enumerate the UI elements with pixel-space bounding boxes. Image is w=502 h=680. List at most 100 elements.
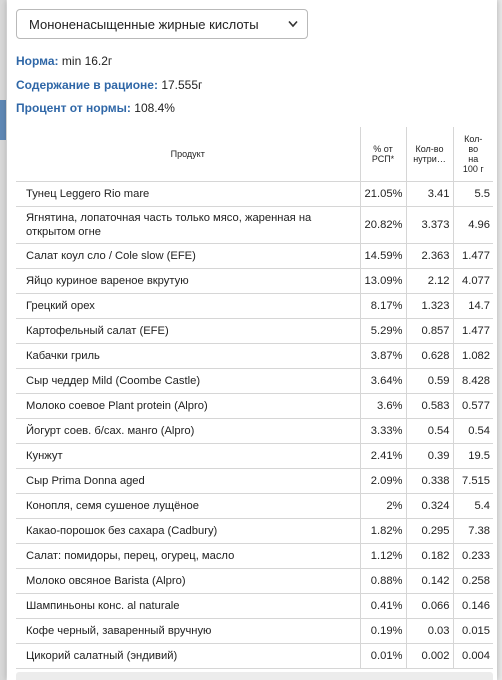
header-pct-line: РСП* (371, 154, 395, 164)
header-product[interactable]: Продукт (16, 127, 360, 182)
percent-line: Процент от нормы: 108.4% (16, 101, 175, 115)
percent-label: Процент от нормы: (16, 101, 131, 115)
cell-product: Конопля, семя сушеное лущёное (16, 493, 360, 519)
cell-product: Ягнятина, лопаточная часть только мясо, … (16, 206, 360, 244)
cell-pct: 1.12% (359, 543, 406, 569)
cell-pct: 3.87% (359, 343, 406, 369)
cell-qty: 2.363 (405, 243, 453, 269)
header-pct-line: % от (373, 144, 393, 154)
cell-qty100: 1.477 (452, 243, 493, 269)
cell-pct: 0.41% (359, 593, 406, 619)
norm-label: Норма: (16, 54, 59, 68)
table-header-row: Продукт % от РСП* Кол-во нутри… Кол- во … (16, 127, 493, 182)
cell-qty100: 8.428 (452, 368, 493, 394)
header-qty100-line: на (468, 154, 479, 164)
cell-pct: 5.29% (359, 318, 406, 344)
table-row: Салат коул сло / Cole slow (EFE) 14.59% 2.… (16, 243, 493, 269)
cell-pct: 20.82% (359, 206, 406, 244)
cell-qty: 0.628 (405, 343, 453, 369)
cell-qty: 0.59 (405, 368, 453, 394)
cell-product: Сыр Prima Donna aged (16, 468, 360, 494)
cell-qty100: 0.146 (452, 593, 493, 619)
background-strip (0, 0, 6, 680)
content-label: Содержание в рационе: (16, 78, 158, 92)
cell-qty100: 4.077 (452, 268, 493, 294)
table-row: Молоко соевое Plant protein (Alpro) 3.6% 0… (16, 393, 493, 419)
header-qty100-line: Кол- (464, 134, 483, 144)
cell-product: Молоко соевое Plant protein (Alpro) (16, 393, 360, 419)
header-qty100[interactable]: Кол- во на 100 г (452, 127, 493, 182)
table-row: Кунжут 2.41% 0.39 19.5 (16, 443, 493, 469)
cell-qty: 0.142 (405, 568, 453, 594)
cell-pct: 2.09% (359, 468, 406, 494)
bottom-panel-edge (16, 672, 493, 680)
cell-qty: 0.03 (405, 618, 453, 644)
cell-qty100: 7.38 (452, 518, 493, 544)
cell-qty: 0.324 (405, 493, 453, 519)
table-row: Сыр чеддер Mild (Coombe Castle) 3.64% 0.59… (16, 368, 493, 394)
cell-product: Кунжут (16, 443, 360, 469)
table-row: Грецкий орех 8.17% 1.323 14.7 (16, 293, 493, 319)
cell-product: Грецкий орех (16, 293, 360, 319)
cell-qty100: 14.7 (452, 293, 493, 319)
cell-product: Яйцо куриное вареное вкрутую (16, 268, 360, 294)
header-qty[interactable]: Кол-во нутри… (405, 127, 453, 182)
cell-pct: 8.17% (359, 293, 406, 319)
cell-qty100: 5.4 (452, 493, 493, 519)
cell-product: Салат: помидоры, перец, огурец, масло (16, 543, 360, 569)
products-table-wrap: Продукт % от РСП* Кол-во нутри… Кол- во … (16, 127, 493, 669)
header-qty100-line: 100 г (462, 164, 484, 174)
cell-qty: 0.295 (405, 518, 453, 544)
cell-qty: 0.066 (405, 593, 453, 619)
cell-qty100: 7.515 (452, 468, 493, 494)
cell-product: Цикорий салатный (эндивий) (16, 643, 360, 669)
cell-product: Кабачки гриль (16, 343, 360, 369)
cell-product: Йогурт соев. б/сах. манго (Alpro) (16, 418, 360, 444)
cell-qty100: 0.004 (452, 643, 493, 669)
cell-qty100: 1.082 (452, 343, 493, 369)
table-row: Кабачки гриль 3.87% 0.628 1.082 (16, 343, 493, 369)
norm-line: Норма: min 16.2г (16, 54, 112, 68)
table-row: Яйцо куриное вареное вкрутую 13.09% 2.12 4.… (16, 268, 493, 294)
products-table: Продукт % от РСП* Кол-во нутри… Кол- во … (16, 127, 493, 669)
cell-qty: 2.12 (405, 268, 453, 294)
cell-qty100: 19.5 (452, 443, 493, 469)
cell-qty: 0.39 (405, 443, 453, 469)
cell-pct: 0.88% (359, 568, 406, 594)
cell-qty100: 4.96 (452, 206, 493, 244)
cell-qty: 0.182 (405, 543, 453, 569)
cell-pct: 2% (359, 493, 406, 519)
cell-qty: 0.54 (405, 418, 453, 444)
table-row: Кофе черный, заваренный вручную 0.19% 0.03… (16, 618, 493, 644)
nutrient-select-value: Мононенасыщенные жирные кислоты (29, 16, 259, 32)
background-accent (0, 100, 6, 140)
cell-pct: 14.59% (359, 243, 406, 269)
cell-qty: 0.583 (405, 393, 453, 419)
cell-qty100: 0.015 (452, 618, 493, 644)
cell-qty100: 0.258 (452, 568, 493, 594)
cell-product: Тунец Leggero Rio mare (16, 181, 360, 207)
cell-qty: 0.857 (405, 318, 453, 344)
content-line: Содержание в рационе: 17.555г (16, 78, 202, 92)
nutrient-select[interactable]: Мононенасыщенные жирные кислоты (16, 9, 308, 39)
norm-value: min 16.2г (61, 54, 113, 68)
header-pct[interactable]: % от РСП* (359, 127, 406, 182)
cell-qty: 1.323 (405, 293, 453, 319)
cell-product: Молоко овсяное Barista (Alpro) (16, 568, 360, 594)
percent-value: 108.4% (134, 101, 175, 115)
cell-pct: 1.82% (359, 518, 406, 544)
cell-pct: 21.05% (359, 181, 406, 207)
table-row: Конопля, семя сушеное лущёное 2% 0.324 5.4 (16, 493, 493, 519)
cell-qty100: 0.577 (452, 393, 493, 419)
cell-qty: 3.41 (405, 181, 453, 207)
cell-qty100: 0.233 (452, 543, 493, 569)
header-qty-line: нутри… (413, 154, 446, 164)
table-row: Молоко овсяное Barista (Alpro) 0.88% 0.142… (16, 568, 493, 594)
cell-product: Картофельный салат (EFE) (16, 318, 360, 344)
cell-pct: 3.6% (359, 393, 406, 419)
cell-pct: 2.41% (359, 443, 406, 469)
cell-pct: 3.33% (359, 418, 406, 444)
cell-product: Салат коул сло / Cole slow (EFE) (16, 243, 360, 269)
cell-product: Какао-порошок без сахара (Cadbury) (16, 518, 360, 544)
cell-pct: 3.64% (359, 368, 406, 394)
